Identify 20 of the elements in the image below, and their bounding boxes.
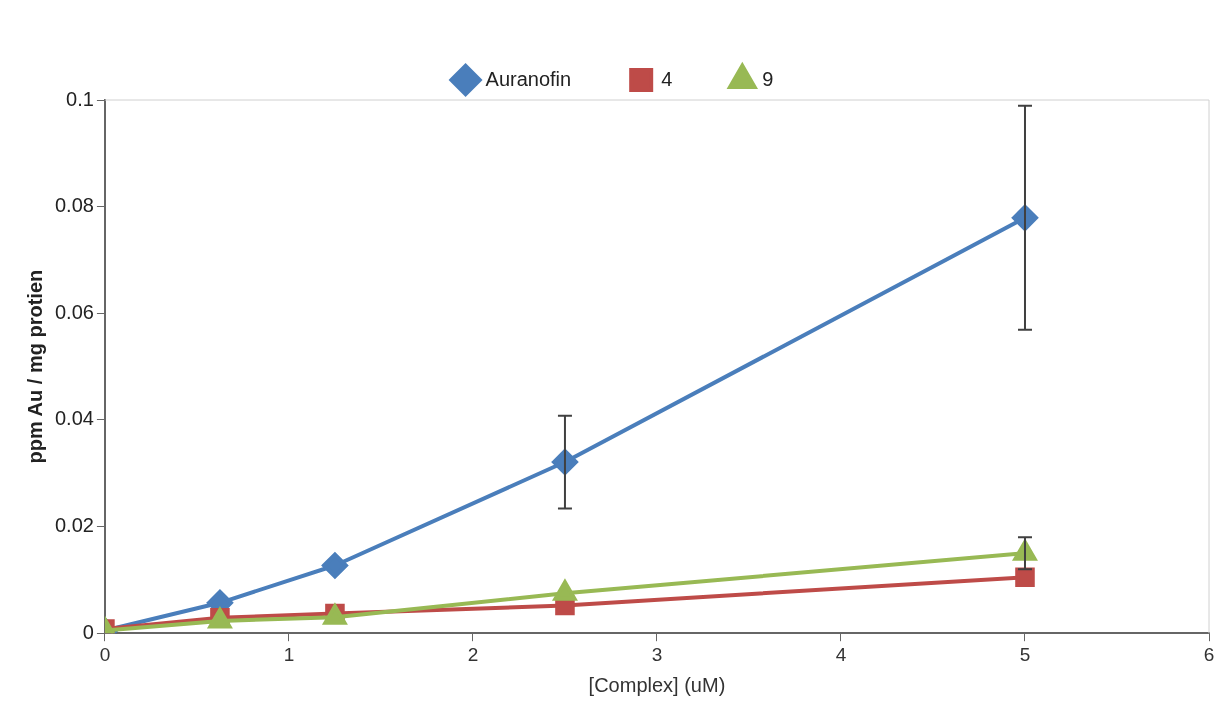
- x-tick-label: 0: [99, 643, 111, 665]
- x-tick-label: 2: [467, 643, 479, 665]
- x-tick-label: 1: [283, 643, 295, 665]
- x-tick-label: 4: [835, 643, 847, 665]
- legend-label: 9: [762, 67, 774, 90]
- y-tick-label: 0: [82, 620, 94, 643]
- y-tick-label: 0.1: [66, 87, 94, 110]
- point: [1015, 567, 1035, 587]
- x-tick-label: 5: [1019, 643, 1031, 665]
- y-tick-label: 0.02: [54, 514, 94, 537]
- point: [321, 552, 348, 579]
- y-tick-label: 0.08: [54, 194, 94, 217]
- y-axis-title: ppm Au / mg protien: [23, 269, 46, 464]
- y-tick-label: 0.04: [54, 407, 94, 430]
- x-axis-title: [Complex] (uM): [588, 673, 726, 696]
- x-tick-label: 6: [1203, 643, 1215, 665]
- x-tick-label: 3: [651, 643, 663, 665]
- legend-label: 4: [661, 67, 673, 90]
- y-tick-label: 0.06: [54, 300, 94, 323]
- legend-label: Auranofin: [485, 67, 572, 90]
